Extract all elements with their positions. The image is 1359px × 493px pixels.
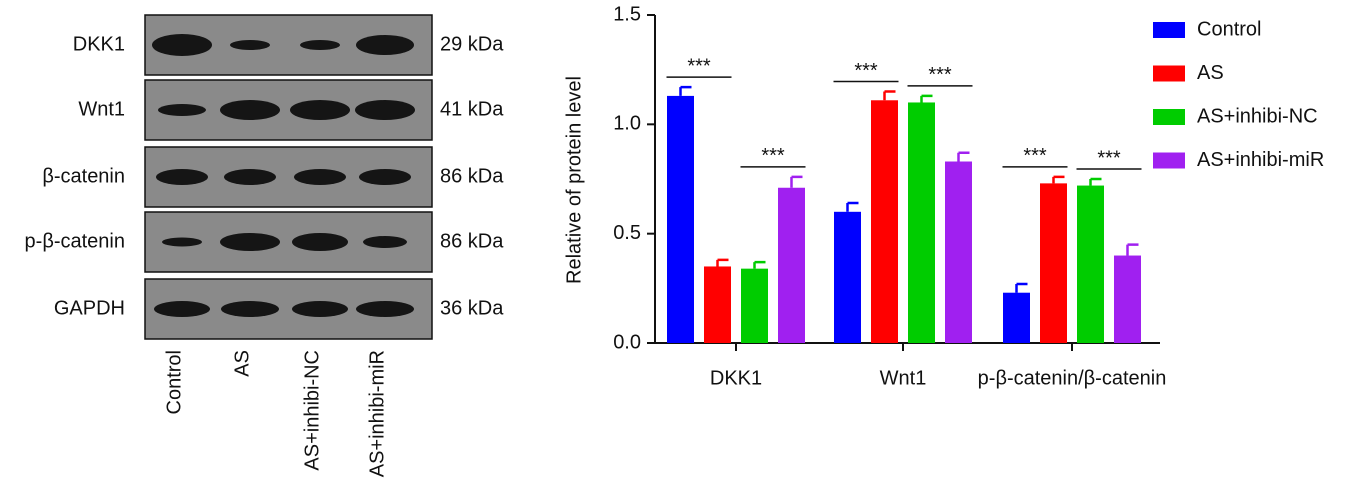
significance-label: *** xyxy=(761,145,785,167)
significance-label: *** xyxy=(687,55,711,77)
blot-band xyxy=(363,236,407,248)
error-bar xyxy=(792,177,803,188)
blot-band xyxy=(230,40,270,50)
row-label: GAPDH xyxy=(54,297,125,319)
blot-band xyxy=(355,100,415,120)
blot-band xyxy=(300,40,340,50)
blot-band xyxy=(224,169,276,185)
blot-band xyxy=(152,34,212,56)
error-bar xyxy=(922,96,933,103)
bar xyxy=(778,188,805,343)
error-bar xyxy=(885,92,896,101)
y-tick-label: 1.0 xyxy=(613,113,641,135)
significance-label: *** xyxy=(928,64,952,86)
bar xyxy=(1003,293,1030,343)
bar xyxy=(1114,256,1141,343)
lane-label: AS+inhibi-miR xyxy=(366,350,388,477)
legend-swatch xyxy=(1153,22,1185,38)
blot-band xyxy=(154,301,210,317)
bar xyxy=(667,96,694,343)
error-bar xyxy=(959,153,970,162)
band-size: 86 kDa xyxy=(440,165,504,187)
significance-label: *** xyxy=(1023,145,1047,167)
error-bar xyxy=(1128,245,1139,256)
blot-band xyxy=(356,35,414,55)
error-bar xyxy=(1091,179,1102,186)
significance-label: *** xyxy=(1097,147,1121,169)
error-bar xyxy=(1017,284,1028,293)
blot-band xyxy=(220,100,280,120)
legend-swatch xyxy=(1153,153,1185,169)
lane-label: AS+inhibi-NC xyxy=(301,350,323,471)
error-bar xyxy=(681,87,692,96)
error-bar xyxy=(848,203,859,212)
lane-label: AS xyxy=(231,350,253,377)
bar xyxy=(871,100,898,343)
band-size: 36 kDa xyxy=(440,297,504,319)
blot-band xyxy=(221,301,279,317)
y-axis-label: Relative of protein level xyxy=(563,76,585,284)
error-bar xyxy=(718,260,729,267)
blot-band xyxy=(356,301,414,317)
blot-band xyxy=(156,169,208,185)
legend-label: AS xyxy=(1197,62,1224,84)
band-size: 29 kDa xyxy=(440,33,504,55)
error-bar xyxy=(755,262,766,269)
bar xyxy=(1077,186,1104,343)
band-size: 86 kDa xyxy=(440,230,504,252)
bar xyxy=(908,102,935,343)
lane-label: Control xyxy=(163,350,185,414)
western-blot: DKK1 29 kDa Wnt1 41 kDa β-catenin 86 kDa p-β-c… xyxy=(25,15,505,477)
blot-band xyxy=(158,104,206,116)
bar-chart: 0.0 0.5 1.0 1.5 Relative of protein level DKK… xyxy=(563,3,1324,389)
blot-band xyxy=(220,233,280,251)
bar xyxy=(741,269,768,343)
blot-band xyxy=(292,301,348,317)
row-label: β-catenin xyxy=(42,165,125,187)
blot-band xyxy=(290,100,350,120)
figure: DKK1 29 kDa Wnt1 41 kDa β-catenin 86 kDa p-β-c… xyxy=(0,0,1359,493)
x-tick-label: DKK1 xyxy=(710,367,762,389)
blot-band xyxy=(162,238,202,247)
y-tick-label: 0.0 xyxy=(613,331,641,353)
bar xyxy=(945,162,972,343)
row-label: Wnt1 xyxy=(78,98,125,120)
error-bar xyxy=(1054,177,1065,184)
bar xyxy=(1040,183,1067,343)
row-label: p-β-catenin xyxy=(25,230,125,252)
bar xyxy=(834,212,861,343)
legend-swatch xyxy=(1153,109,1185,125)
blot-band xyxy=(294,169,346,185)
blot-band xyxy=(292,233,348,251)
blot-band xyxy=(359,169,411,185)
band-size: 41 kDa xyxy=(440,98,504,120)
y-tick-label: 1.5 xyxy=(613,3,641,25)
x-tick-label: p-β-catenin/β-catenin xyxy=(978,367,1167,389)
legend-swatch xyxy=(1153,66,1185,82)
y-tick-label: 0.5 xyxy=(613,222,641,244)
legend-label: Control xyxy=(1197,18,1261,40)
legend-label: AS+inhibi-miR xyxy=(1197,149,1324,171)
x-tick-label: Wnt1 xyxy=(880,367,927,389)
row-label: DKK1 xyxy=(73,33,125,55)
significance-label: *** xyxy=(854,60,878,82)
legend-label: AS+inhibi-NC xyxy=(1197,105,1318,127)
bar xyxy=(704,266,731,343)
